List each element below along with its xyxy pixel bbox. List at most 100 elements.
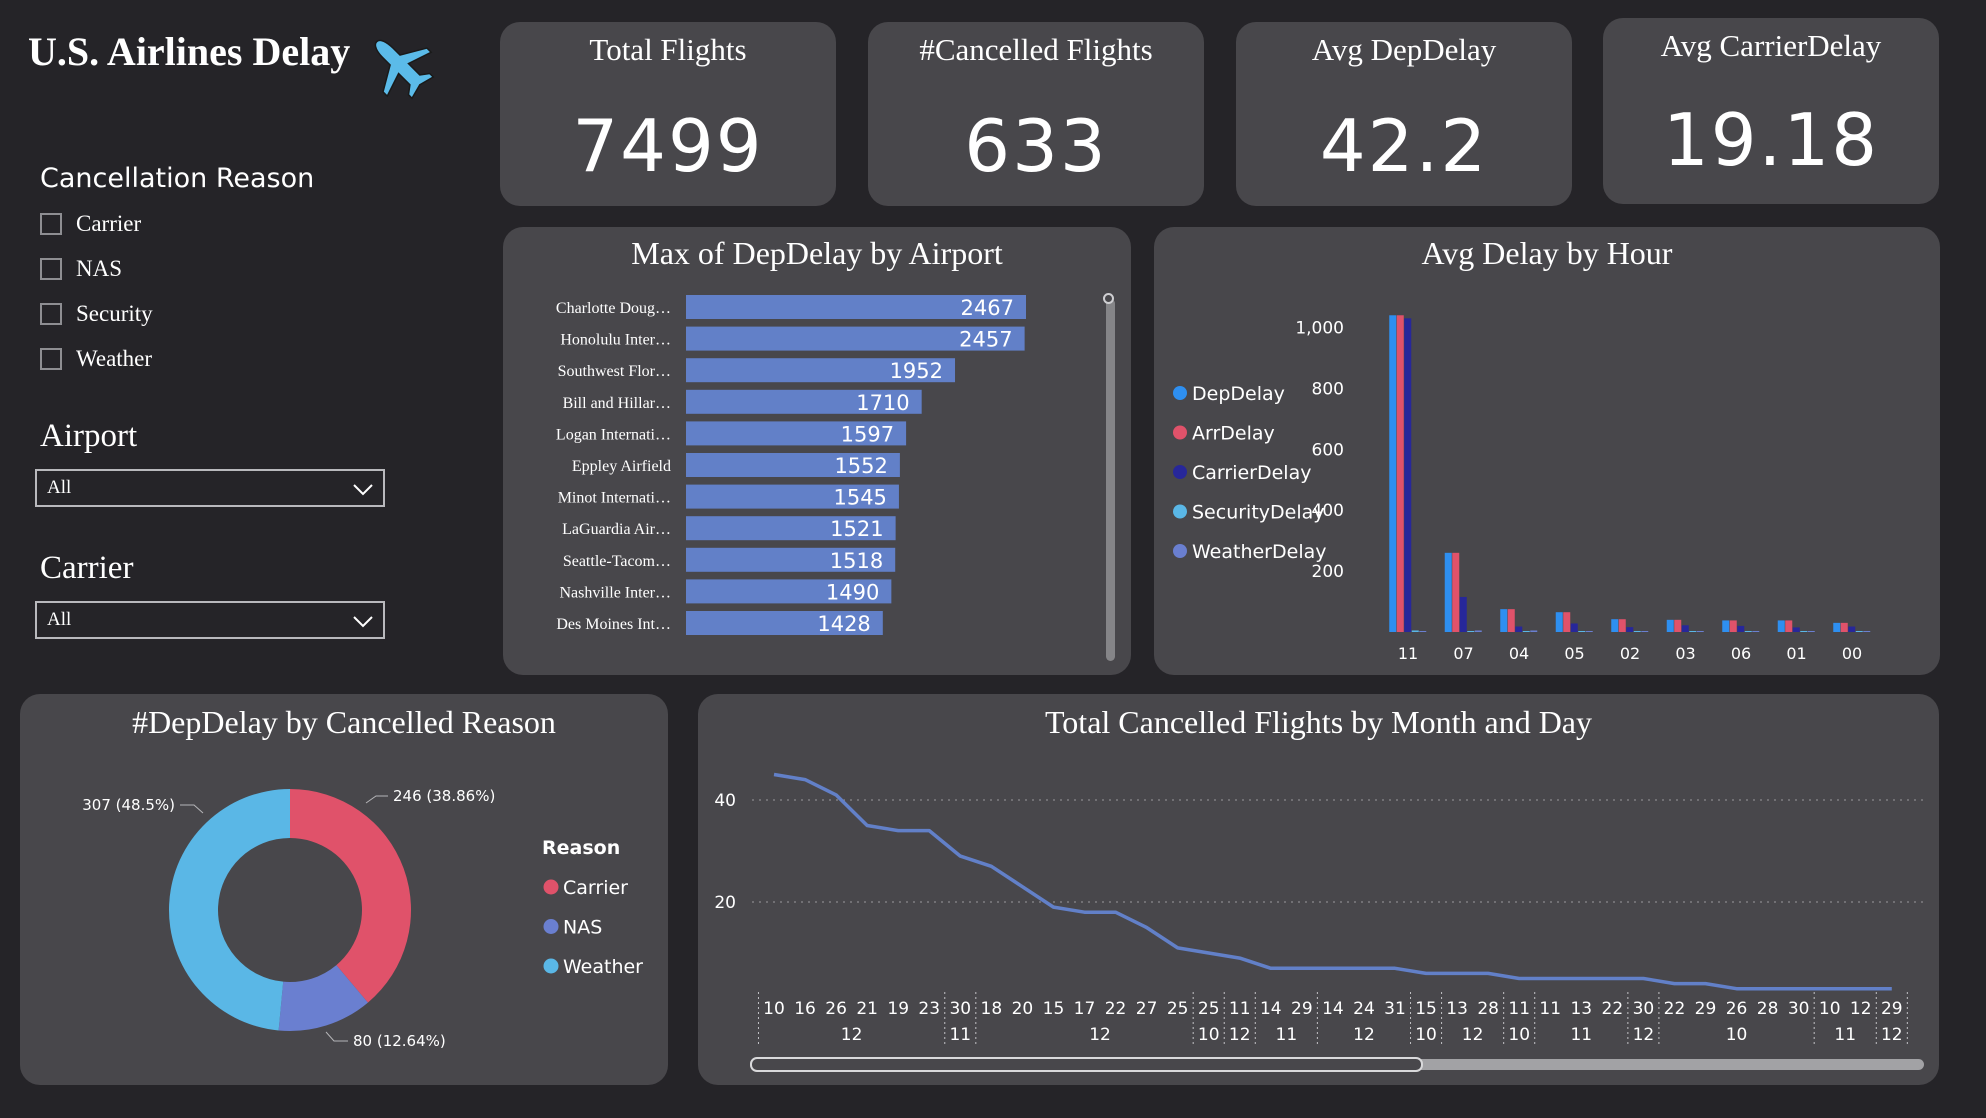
airport-bar[interactable] xyxy=(686,453,900,477)
x-month-label: 12 xyxy=(1633,1025,1655,1045)
checkbox[interactable] xyxy=(40,348,62,370)
hour-bar[interactable] xyxy=(1500,609,1508,632)
cancelled-flights-line[interactable] xyxy=(773,772,1892,991)
airport-bar[interactable] xyxy=(686,547,896,572)
x-month-label: 11 xyxy=(1834,1025,1856,1045)
hour-bar[interactable] xyxy=(1848,626,1856,632)
legend-marker xyxy=(1173,544,1187,558)
hour-bar[interactable] xyxy=(1737,625,1745,632)
hour-bar[interactable] xyxy=(1785,620,1793,632)
hour-bar[interactable] xyxy=(1833,622,1841,632)
kpi-card-avg-depdelay: Avg DepDelay 42.2 xyxy=(1236,22,1572,206)
leader-line xyxy=(325,1031,348,1042)
hour-bar[interactable] xyxy=(1840,622,1848,632)
hour-bar[interactable] xyxy=(1507,609,1515,632)
hour-bar[interactable] xyxy=(1800,631,1808,632)
dashboard-title: U.S. Airlines Delay xyxy=(28,29,351,74)
hour-bar[interactable] xyxy=(1863,631,1871,632)
hour-bar[interactable] xyxy=(1696,631,1704,632)
x-day-label: 29 xyxy=(1695,999,1717,1019)
hour-bar[interactable] xyxy=(1555,612,1563,632)
scrollbar-handle[interactable] xyxy=(1103,293,1114,304)
airport-bar[interactable] xyxy=(686,295,1026,319)
airport-dropdown[interactable]: All xyxy=(35,469,385,507)
hour-bar[interactable] xyxy=(1522,631,1530,632)
slicer-option-security[interactable]: Security xyxy=(40,299,153,329)
hour-bar[interactable] xyxy=(1411,630,1419,632)
slice-data-label: 307 (48.5%) xyxy=(82,796,175,814)
hour-bar[interactable] xyxy=(1752,631,1760,632)
hour-bar[interactable] xyxy=(1792,627,1800,632)
slicer-option-carrier[interactable]: Carrier xyxy=(40,209,141,239)
hour-bar[interactable] xyxy=(1744,631,1752,632)
x-month-label: 11 xyxy=(1276,1025,1298,1045)
hour-bar[interactable] xyxy=(1404,318,1412,632)
x-tick-label: 03 xyxy=(1675,644,1695,663)
hour-bar[interactable] xyxy=(1674,619,1682,632)
hour-bar[interactable] xyxy=(1611,619,1619,632)
hour-bar[interactable] xyxy=(1389,315,1397,632)
hour-bar[interactable] xyxy=(1578,631,1586,632)
slicer-option-weather[interactable]: Weather xyxy=(40,344,152,374)
hour-bar[interactable] xyxy=(1474,630,1482,632)
hour-bar[interactable] xyxy=(1777,620,1785,632)
hour-bar[interactable] xyxy=(1570,623,1578,632)
donut-slice[interactable] xyxy=(278,965,368,1031)
slicer-option-nas[interactable]: NAS xyxy=(40,254,122,284)
airplane-icon xyxy=(374,39,435,100)
scrollbar-thumb[interactable] xyxy=(750,1057,1423,1072)
hour-bar[interactable] xyxy=(1459,596,1467,632)
hour-bar[interactable] xyxy=(1585,631,1593,632)
hour-bar[interactable] xyxy=(1633,631,1641,632)
hour-bar[interactable] xyxy=(1681,625,1689,632)
kpi-title: #Cancelled Flights xyxy=(919,32,1153,67)
airport-bar[interactable] xyxy=(686,579,892,604)
airport-bar[interactable] xyxy=(686,358,956,383)
hour-bar[interactable] xyxy=(1855,631,1863,632)
hour-bar[interactable] xyxy=(1666,619,1674,632)
hour-bar[interactable] xyxy=(1626,627,1634,632)
bar-data-label: 1952 xyxy=(890,359,943,383)
vertical-scrollbar[interactable] xyxy=(1106,299,1115,661)
hour-bar[interactable] xyxy=(1515,626,1523,632)
hour-bar[interactable] xyxy=(1807,631,1815,632)
hour-bar[interactable] xyxy=(1467,631,1475,632)
donut-slice[interactable] xyxy=(169,789,290,1031)
airport-bar[interactable] xyxy=(686,516,896,541)
x-day-label: 31 xyxy=(1384,999,1406,1019)
hour-bar[interactable] xyxy=(1722,620,1730,632)
x-day-label: 11 xyxy=(1539,999,1561,1019)
x-day-label: 13 xyxy=(1446,999,1468,1019)
legend-label: DepDelay xyxy=(1192,383,1285,405)
kpi-card-total-flights: Total Flights 7499 xyxy=(500,22,836,206)
donut-slice[interactable] xyxy=(290,789,411,1003)
x-day-label: 15 xyxy=(1043,999,1065,1019)
hour-bar[interactable] xyxy=(1618,619,1626,632)
checkbox[interactable] xyxy=(40,258,62,280)
checkbox[interactable] xyxy=(40,213,62,235)
hour-bar[interactable] xyxy=(1444,552,1452,632)
hour-bar[interactable] xyxy=(1419,631,1427,632)
x-month-label: 12 xyxy=(1881,1025,1903,1045)
x-month-label: 12 xyxy=(1089,1025,1111,1045)
airport-bar[interactable] xyxy=(686,326,1025,351)
hour-bar[interactable] xyxy=(1689,631,1697,632)
airport-bar[interactable] xyxy=(686,389,922,414)
carrier-dropdown[interactable]: All xyxy=(35,601,385,639)
hour-bar[interactable] xyxy=(1563,612,1571,632)
x-day-label: 30 xyxy=(949,999,971,1019)
airport-bar[interactable] xyxy=(686,421,907,446)
hour-bar[interactable] xyxy=(1452,552,1460,632)
airport-bar[interactable] xyxy=(686,611,883,635)
hour-bar[interactable] xyxy=(1641,631,1649,632)
hour-bar[interactable] xyxy=(1729,620,1737,632)
x-day-label: 10 xyxy=(1819,999,1841,1019)
airport-bar[interactable] xyxy=(686,484,899,509)
bar-data-label: 2457 xyxy=(959,328,1012,352)
x-day-label: 28 xyxy=(1757,999,1779,1019)
hour-bar[interactable] xyxy=(1396,315,1404,632)
carrier-dropdown-value: All xyxy=(47,609,72,630)
checkbox[interactable] xyxy=(40,303,62,325)
hour-bar[interactable] xyxy=(1530,630,1538,632)
cancelled-flights-by-month-day-card: Total Cancelled Flights by Month and Day… xyxy=(698,694,1939,1085)
